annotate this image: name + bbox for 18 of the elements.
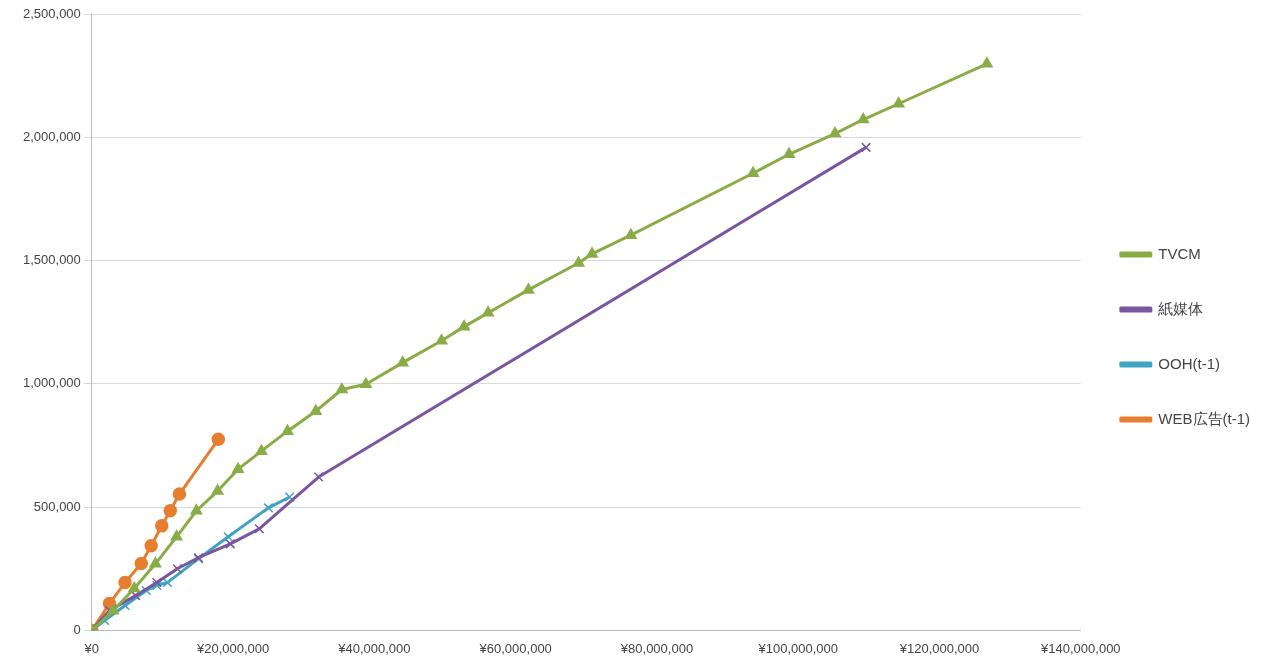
x-tick-label: ¥20,000,000 (195, 640, 270, 656)
legend-label: 紙媒体 (1158, 299, 1204, 317)
y-tick-label: 500,000 (33, 498, 81, 514)
y-tick-label: 2,000,000 (22, 128, 81, 144)
x-tick-label: ¥40,000,000 (337, 640, 411, 656)
x-tick-label: ¥80,000,000 (619, 640, 694, 656)
x-tick-label: ¥100,000,000 (757, 640, 839, 656)
x-tick-label: ¥140,000,000 (1040, 640, 1121, 656)
legend-label: TVCM (1158, 244, 1201, 262)
legend-label: WEB広告(t-1) (1158, 409, 1251, 427)
y-tick-label: 1,500,000 (22, 252, 81, 268)
legend-label: OOH(t-1) (1158, 354, 1221, 372)
x-tick-label: ¥120,000,000 (898, 640, 980, 656)
x-tick-label: ¥60,000,000 (478, 640, 552, 656)
x-tick-label: ¥0 (83, 640, 100, 656)
y-tick-label: 0 (73, 621, 81, 637)
y-tick-label: 1,000,000 (22, 375, 81, 391)
y-tick-label: 2,500,000 (22, 5, 81, 21)
